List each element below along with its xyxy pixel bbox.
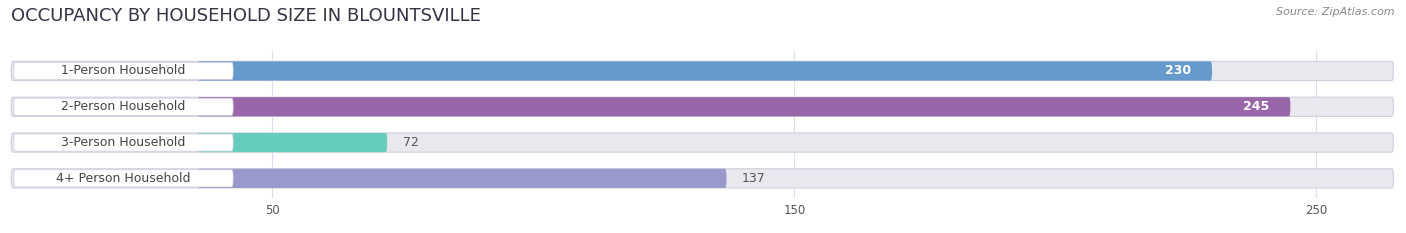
- Text: 72: 72: [402, 136, 419, 149]
- FancyBboxPatch shape: [11, 97, 1393, 116]
- FancyBboxPatch shape: [14, 134, 233, 151]
- FancyBboxPatch shape: [11, 61, 1393, 81]
- FancyBboxPatch shape: [198, 97, 1291, 116]
- FancyBboxPatch shape: [198, 61, 1212, 81]
- Text: OCCUPANCY BY HOUSEHOLD SIZE IN BLOUNTSVILLE: OCCUPANCY BY HOUSEHOLD SIZE IN BLOUNTSVI…: [11, 7, 481, 25]
- FancyBboxPatch shape: [14, 62, 233, 79]
- Text: 230: 230: [1166, 65, 1191, 77]
- Text: 2-Person Household: 2-Person Household: [62, 100, 186, 113]
- FancyBboxPatch shape: [198, 133, 387, 152]
- Text: 245: 245: [1243, 100, 1270, 113]
- Text: 3-Person Household: 3-Person Household: [62, 136, 186, 149]
- FancyBboxPatch shape: [198, 169, 727, 188]
- FancyBboxPatch shape: [14, 98, 233, 115]
- Text: Source: ZipAtlas.com: Source: ZipAtlas.com: [1277, 7, 1395, 17]
- FancyBboxPatch shape: [11, 169, 1393, 188]
- Text: 1-Person Household: 1-Person Household: [62, 65, 186, 77]
- FancyBboxPatch shape: [14, 170, 233, 187]
- Text: 4+ Person Household: 4+ Person Household: [56, 172, 191, 185]
- FancyBboxPatch shape: [11, 133, 1393, 152]
- Text: 137: 137: [742, 172, 766, 185]
